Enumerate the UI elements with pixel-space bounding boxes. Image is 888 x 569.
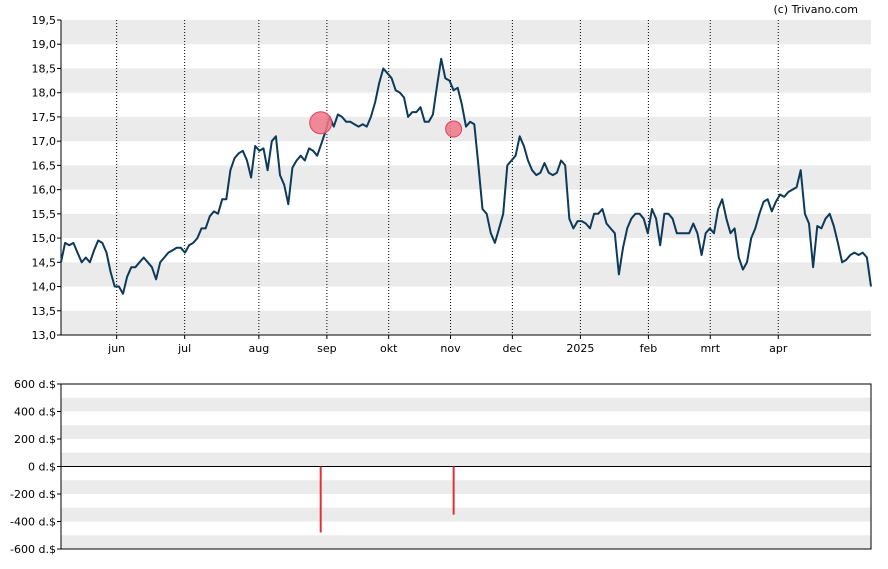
price-y-tick-label: 19,0 <box>32 38 57 51</box>
trade-marker <box>445 120 463 138</box>
price-y-tick-label: 14,5 <box>32 256 57 269</box>
price-y-tick-label: 18,0 <box>32 87 57 100</box>
trade-marker <box>309 111 333 135</box>
price-band <box>61 68 871 93</box>
price-band <box>61 116 871 142</box>
price-band <box>61 262 871 287</box>
price-x-tick-label: apr <box>769 342 788 355</box>
price-x-tick-label: sep <box>317 342 336 355</box>
volume-y-tick-label: -600 d.$ <box>10 543 56 556</box>
volume-y-tick-label: 0 d.$ <box>28 461 56 474</box>
price-y-tick-label: 19,5 <box>32 14 57 27</box>
price-x-tick-label: feb <box>640 342 658 355</box>
price-band <box>61 213 871 239</box>
volume-band <box>61 425 871 439</box>
price-x-tick-label: okt <box>380 342 398 355</box>
price-x-tick-label: mrt <box>700 342 720 355</box>
price-panel: 13,0 13,5 14,0 14,5 15,0 15,5 16,0 16,5 17,0 17,5… <box>32 14 872 355</box>
volume-band <box>61 535 871 549</box>
price-band <box>61 20 871 45</box>
price-y-tick-label: 16,5 <box>32 159 57 172</box>
price-y-tick-label: 13,0 <box>32 329 57 342</box>
price-y-tick-label: 13,5 <box>32 305 57 318</box>
volume-band <box>61 507 871 522</box>
price-x-tick-label: jul <box>177 342 191 355</box>
price-band <box>61 310 871 335</box>
price-x-tick-label: dec <box>502 342 522 355</box>
volume-panel: 600 d.$ 400 d.$ 200 d.$ 0 d.$ -200 d.$ -400 d… <box>10 378 872 556</box>
price-line <box>60 57 872 295</box>
volume-band <box>61 397 871 412</box>
volume-band <box>61 452 871 467</box>
price-y-tick-label: 14,0 <box>32 281 57 294</box>
price-y-tick-label: 17,5 <box>32 111 57 124</box>
volume-y-tick-label: 400 d.$ <box>14 406 56 419</box>
volume-y-tick-label: -200 d.$ <box>10 488 56 501</box>
price-x-tick-label: 2025 <box>566 342 594 355</box>
volume-y-tick-label: 200 d.$ <box>14 433 56 446</box>
price-y-tick-label: 17,0 <box>32 135 57 148</box>
price-x-tick-label: aug <box>249 342 270 355</box>
price-y-tick-label: 15,0 <box>32 232 57 245</box>
volume-y-tick-label: 600 d.$ <box>14 378 56 391</box>
volume-band <box>61 480 871 494</box>
price-band <box>61 165 871 190</box>
chart-credit: (c) Trivano.com <box>773 3 858 16</box>
price-y-tick-label: 16,0 <box>32 184 57 197</box>
price-y-tick-label: 15,5 <box>32 208 57 221</box>
price-x-tick-label: nov <box>440 342 461 355</box>
price-y-tick-label: 18,5 <box>32 62 57 75</box>
price-x-tick-label: jun <box>107 342 125 355</box>
volume-y-tick-label: -400 d.$ <box>10 516 56 529</box>
